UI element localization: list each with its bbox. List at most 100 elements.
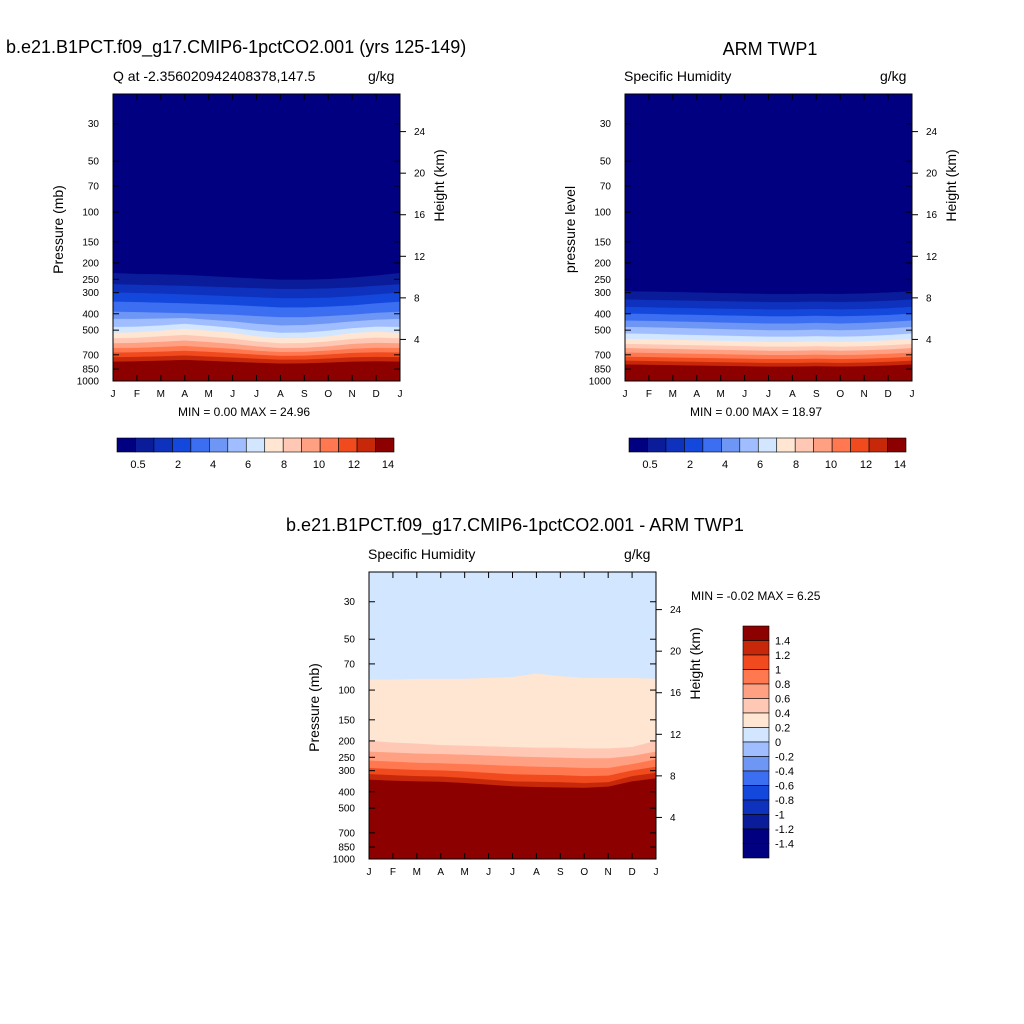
diff-month-tick-label: N	[605, 867, 612, 878]
obs-pressure-tick-label: 70	[600, 181, 612, 192]
model-pressure-tick-label: 300	[82, 288, 99, 299]
diff-pressure-tick-label: 50	[344, 635, 356, 646]
diff-height-tick-label: 4	[670, 813, 676, 824]
obs-month-tick-label: J	[910, 389, 915, 400]
obs-colorbar-label: 8	[793, 459, 799, 471]
model-colorbar-label: 10	[313, 459, 325, 471]
diff-colorbar-swatch	[742, 712, 770, 728]
top-right-unit-label: g/kg	[880, 68, 907, 84]
model-colorbar-label: 2	[175, 459, 181, 471]
model-month-tick-label: J	[111, 389, 116, 400]
diff-pressure-tick-label: 70	[344, 659, 356, 670]
model-pressure-tick-label: 150	[82, 237, 99, 248]
model-month-tick-label: F	[134, 389, 140, 400]
obs-colorbar-label: 0.5	[642, 459, 657, 471]
diff-colorbar-swatch	[742, 654, 770, 670]
obs-month-tick-label: M	[669, 389, 677, 400]
model-colorbar-swatch	[338, 437, 358, 453]
obs-colorbar-label: 12	[860, 459, 872, 471]
obs-colorbar-label: 14	[894, 459, 906, 471]
obs-pressure-tick-label: 300	[594, 288, 611, 299]
obs-month-tick-label: M	[716, 389, 724, 400]
diff-height-tick-label: 20	[670, 647, 682, 658]
model-month-tick-label: O	[324, 389, 332, 400]
diff-colorbar-label: -1	[775, 810, 785, 822]
model-height-tick-label: 4	[414, 335, 420, 346]
model-colorbar-swatch	[319, 437, 339, 453]
obs-right-axis-title: Height (km)	[943, 149, 959, 221]
obs-colorbar-swatch	[887, 437, 907, 453]
model-colorbar-swatch	[245, 437, 266, 453]
top-right-minmax: MIN = 0.00 MAX = 18.97	[690, 405, 823, 419]
top-left-unit-label: g/kg	[368, 68, 395, 84]
diff-pressure-tick-label: 30	[344, 597, 356, 608]
model-pressure-tick-label: 850	[82, 365, 99, 376]
diff-colorbar-label: 0	[775, 737, 781, 749]
diff-pressure-tick-label: 700	[338, 828, 355, 839]
diff-colorbar-swatch	[742, 814, 770, 830]
model-colorbar-swatch	[375, 437, 395, 453]
model-colorbar-swatch	[116, 437, 136, 453]
obs-pressure-tick-label: 100	[594, 208, 611, 219]
obs-colorbar-swatch	[868, 437, 888, 453]
obs-colorbar-swatch	[702, 437, 722, 453]
obs-y-axis-title: pressure level	[562, 186, 578, 273]
model-colorbar-swatch	[135, 437, 155, 453]
obs-colorbar-swatch	[739, 437, 759, 453]
model-month-tick-label: J	[230, 389, 235, 400]
diff-colorbar-label: 0.6	[775, 694, 790, 706]
obs-colorbar-swatch	[665, 437, 685, 453]
model-height-tick-label: 12	[414, 252, 426, 263]
obs-colorbar-swatch	[647, 437, 667, 453]
top-right-variable-label: Specific Humidity	[624, 68, 732, 84]
diff-pressure-tick-label: 1000	[333, 855, 356, 866]
diff-colorbar-swatch	[742, 785, 770, 801]
model-height-tick-label: 20	[414, 169, 426, 180]
model-colorbar-swatch	[190, 437, 210, 453]
obs-pressure-tick-label: 400	[594, 309, 611, 320]
obs-month-tick-label: J	[623, 389, 628, 400]
model-pressure-tick-label: 700	[82, 350, 99, 361]
obs-colorbar-label: 6	[757, 459, 763, 471]
obs-height-tick-label: 12	[926, 252, 938, 263]
obs-height-tick-label: 4	[926, 335, 932, 346]
diff-colorbar-label: -0.6	[775, 781, 794, 793]
bottom-variable-label: Specific Humidity	[368, 546, 476, 562]
diff-month-tick-label: M	[460, 867, 468, 878]
model-colorbar-swatch	[172, 437, 192, 453]
model-colorbar-label: 6	[245, 459, 251, 471]
diff-colorbar-label: 0.8	[775, 679, 790, 691]
obs-colorbar-label: 10	[825, 459, 837, 471]
model-colorbar-swatch	[356, 437, 376, 453]
top-right-title: ARM TWP1	[722, 39, 818, 59]
diff-colorbar-swatch	[742, 669, 770, 685]
diff-colorbar-label: 1.2	[775, 650, 790, 662]
model-colorbar-swatch	[227, 437, 247, 453]
diff-pressure-tick-label: 100	[338, 686, 355, 697]
obs-colorbar-label: 2	[687, 459, 693, 471]
model-pressure-tick-label: 400	[82, 309, 99, 320]
diff-colorbar-swatch	[742, 683, 770, 699]
diff-month-tick-label: J	[486, 867, 491, 878]
obs-colorbar-swatch	[757, 437, 778, 453]
model-colorbar-swatch	[301, 437, 321, 453]
diff-colorbar-swatch	[742, 770, 770, 786]
diff-colorbar-label: 1	[775, 665, 781, 677]
model-pressure-tick-label: 100	[82, 208, 99, 219]
diff-colorbar-label: 0.2	[775, 723, 790, 735]
diff-height-tick-label: 16	[670, 688, 682, 699]
obs-pressure-tick-label: 50	[600, 157, 612, 168]
model-month-tick-label: M	[157, 389, 165, 400]
diff-colorbar-swatch	[742, 756, 770, 772]
diff-height-tick-label: 8	[670, 771, 676, 782]
model-colorbar-label: 14	[382, 459, 394, 471]
model-pressure-tick-label: 500	[82, 326, 99, 337]
diff-month-tick-label: S	[557, 867, 564, 878]
obs-month-tick-label: N	[861, 389, 868, 400]
diff-right-axis-title: Height (km)	[687, 627, 703, 699]
diff-month-tick-label: A	[437, 867, 444, 878]
obs-pressure-tick-label: 30	[600, 119, 612, 130]
obs-month-tick-label: F	[646, 389, 652, 400]
